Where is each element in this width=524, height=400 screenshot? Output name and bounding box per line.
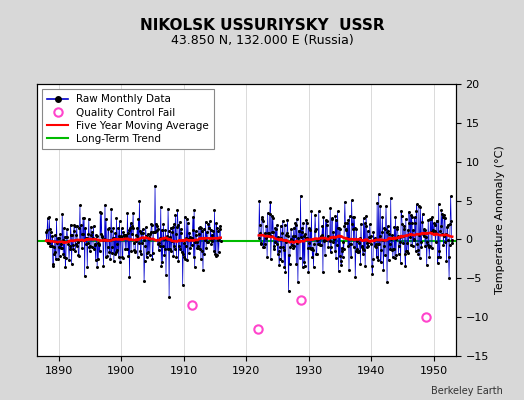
Text: 43.850 N, 132.000 E (Russia): 43.850 N, 132.000 E (Russia): [171, 34, 353, 47]
Text: NIKOLSK USSURIYSKY  USSR: NIKOLSK USSURIYSKY USSR: [140, 18, 384, 33]
Y-axis label: Temperature Anomaly (°C): Temperature Anomaly (°C): [495, 146, 505, 294]
Text: Berkeley Earth: Berkeley Earth: [431, 386, 503, 396]
Legend: Raw Monthly Data, Quality Control Fail, Five Year Moving Average, Long-Term Tren: Raw Monthly Data, Quality Control Fail, …: [42, 89, 214, 149]
